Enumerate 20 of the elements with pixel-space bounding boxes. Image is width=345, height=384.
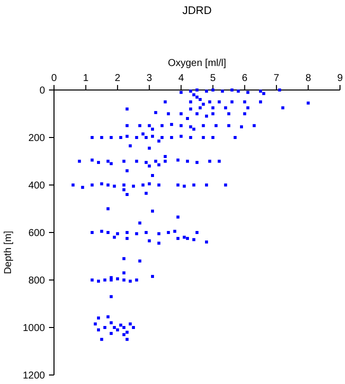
x-tick-label: 1 xyxy=(82,73,89,84)
x-tick-label: 4 xyxy=(178,73,184,84)
y-tick-label: 800 xyxy=(28,276,46,286)
y-tick-label: 600 xyxy=(28,228,46,239)
y-tick-label: 1000 xyxy=(22,323,46,334)
x-tick-label: 3 xyxy=(146,73,153,84)
y-tick-label: 1200 xyxy=(22,370,46,382)
x-tick-label: 8 xyxy=(305,73,312,84)
x-tick-label: 9 xyxy=(337,73,344,84)
y-tick-label: 0 xyxy=(39,86,46,96)
x-axis-title: Oxygen [ml/l] xyxy=(168,58,226,69)
chart-title: JDRD xyxy=(182,5,212,17)
y-tick-label: 200 xyxy=(28,133,46,144)
y-tick-label: 400 xyxy=(28,180,46,192)
x-tick-label: 7 xyxy=(274,73,280,84)
x-tick-label: 5 xyxy=(210,73,216,84)
x-tick-label: 0 xyxy=(51,73,58,84)
y-axis-title: Depth [m] xyxy=(3,230,14,274)
x-tick-label: 6 xyxy=(242,73,248,84)
x-tick-label: 2 xyxy=(114,73,121,84)
